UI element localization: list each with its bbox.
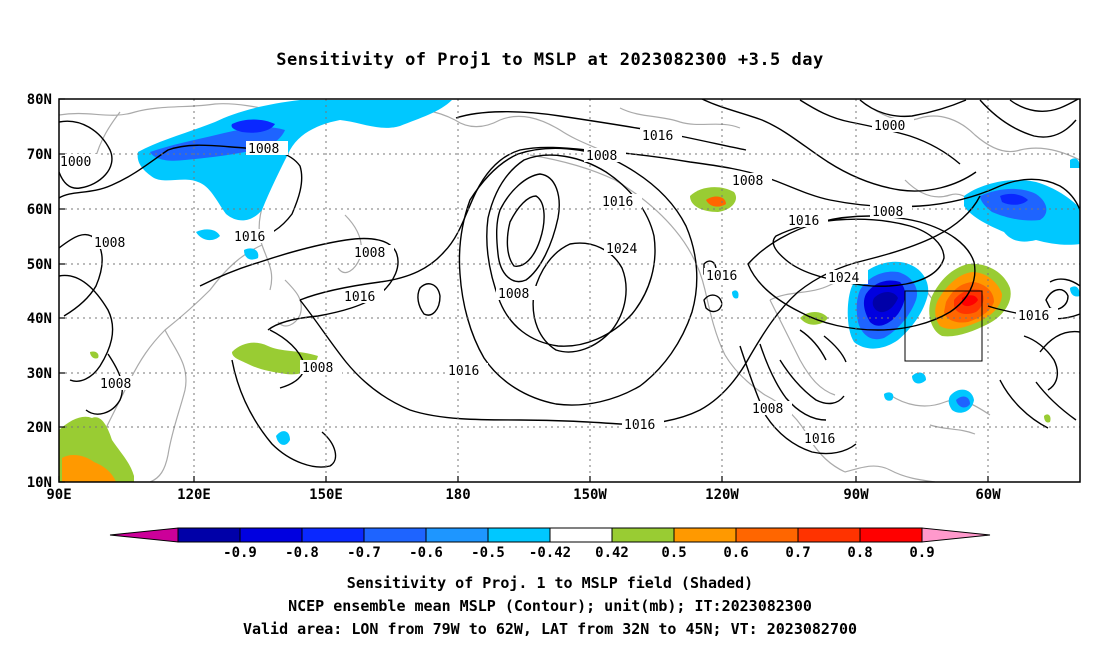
lat-label: 80N <box>27 92 52 108</box>
colorbar-label: -0.42 <box>529 545 571 561</box>
map-title: Sensitivity of Proj1 to MSLP at 20230823… <box>276 50 824 70</box>
colorbar-label: -0.6 <box>409 545 443 561</box>
contour-label: 1008 <box>94 236 125 251</box>
lon-label: 120E <box>177 487 211 503</box>
lat-label: 20N <box>27 420 52 436</box>
colorbar-right-arrow <box>921 527 991 543</box>
colorbar-label: 0.8 <box>847 545 872 561</box>
colorbar-label: 0.9 <box>909 545 934 561</box>
lon-label: 60W <box>975 487 1001 503</box>
colorbar-bin <box>797 527 861 543</box>
contour-label: 1008 <box>354 246 385 261</box>
contour-label: 1016 <box>344 290 375 305</box>
map-frame <box>58 98 1081 483</box>
contour-label: 1016 <box>448 364 479 379</box>
contour-label: 1008 <box>498 287 529 302</box>
colorbar-bin <box>859 527 923 543</box>
axis-ticks <box>58 98 989 483</box>
contour-label: 1008 <box>752 402 783 417</box>
colorbar-label: 0.5 <box>661 545 686 561</box>
lon-label: 180 <box>445 487 470 503</box>
colorbar-label: -0.5 <box>471 545 505 561</box>
caption-contour: NCEP ensemble mean MSLP (Contour); unit(… <box>288 597 812 615</box>
colorbar-label: 0.6 <box>723 545 748 561</box>
contour-label: 1016 <box>642 129 673 144</box>
colorbar-label: -0.8 <box>285 545 319 561</box>
contour-label: 1008 <box>872 205 903 220</box>
lat-label: 40N <box>27 311 52 327</box>
colorbar-label: -0.7 <box>347 545 381 561</box>
contour-label: 1016 <box>804 432 835 447</box>
lon-label: 150W <box>573 487 607 503</box>
caption-valid-area: Valid area: LON from 79W to 62W, LAT fro… <box>242 620 858 638</box>
contour-label: 1008 <box>586 149 617 164</box>
colorbar-bin <box>735 527 799 543</box>
lat-label: 60N <box>27 202 52 218</box>
contour-label: 1016 <box>706 269 737 284</box>
colorbar-label: 0.42 <box>595 545 629 561</box>
valid-area-box <box>904 290 983 362</box>
contour-label: 1016 <box>602 195 633 210</box>
lon-label: 120W <box>705 487 739 503</box>
contour-label: 1016 <box>234 230 265 245</box>
colorbar-bin <box>487 527 551 543</box>
contour-label: 1016 <box>624 418 655 433</box>
map-content <box>59 99 1080 482</box>
contour-label: 1008 <box>100 377 131 392</box>
latitude-labels: 80N 70N 60N 50N 40N 30N 20N 10N <box>27 92 52 491</box>
colorbar-label: 0.7 <box>785 545 810 561</box>
colorbar-bin <box>301 527 365 543</box>
contour-label: 1024 <box>828 271 859 286</box>
colorbar-bin <box>673 527 737 543</box>
lat-label: 50N <box>27 257 52 273</box>
colorbar-left-arrow <box>109 527 179 543</box>
colorbar: -0.9 -0.8 -0.7 -0.6 -0.5 -0.42 0.42 0.5 0.6 0.7 0.… <box>109 527 991 561</box>
longitude-labels: 90E 120E 150E 180 150W 120W 90W 60W <box>46 487 1001 503</box>
lat-label: 70N <box>27 147 52 163</box>
colorbar-bin <box>425 527 489 543</box>
mslp-contours <box>59 99 1080 468</box>
contour-label: 1008 <box>248 142 279 157</box>
contour-label: 1008 <box>302 361 333 376</box>
colorbar-bin <box>363 527 427 543</box>
lon-label: 90E <box>46 487 71 503</box>
contour-label: 1000 <box>60 155 91 170</box>
contour-labels: 1000 1008 1016 1008 1008 1016 1008 1008 … <box>58 118 1058 447</box>
colorbar-bin <box>549 527 613 543</box>
colorbar-bin <box>239 527 303 543</box>
lon-label: 90W <box>843 487 869 503</box>
contour-label: 1000 <box>874 119 905 134</box>
contour-label: 1024 <box>606 242 637 257</box>
lat-lon-grid <box>59 99 1080 482</box>
contour-label: 1016 <box>788 214 819 229</box>
colorbar-bin <box>177 527 241 543</box>
colorbar-label: -0.9 <box>223 545 257 561</box>
caption-shaded: Sensitivity of Proj. 1 to MSLP field (Sh… <box>346 574 754 592</box>
contour-label: 1016 <box>1018 309 1049 324</box>
colorbar-bin <box>611 527 675 543</box>
contour-label: 1008 <box>732 174 763 189</box>
lon-label: 150E <box>309 487 343 503</box>
lat-label: 30N <box>27 366 52 382</box>
lat-label: 10N <box>27 475 52 491</box>
